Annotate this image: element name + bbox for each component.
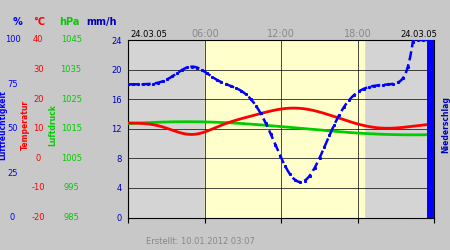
Text: 1025: 1025 — [61, 95, 81, 104]
Text: 40: 40 — [33, 36, 44, 44]
Text: 75: 75 — [7, 80, 18, 89]
Text: 1045: 1045 — [61, 36, 81, 44]
Text: 995: 995 — [63, 184, 79, 192]
Text: 1035: 1035 — [61, 65, 81, 74]
Text: 985: 985 — [63, 213, 79, 222]
Text: Niederschlag: Niederschlag — [441, 96, 450, 154]
Text: 1015: 1015 — [61, 124, 81, 133]
Text: 24.03.05: 24.03.05 — [400, 30, 437, 39]
Text: -10: -10 — [32, 184, 45, 192]
Text: 1005: 1005 — [61, 154, 81, 163]
Text: 30: 30 — [33, 65, 44, 74]
Text: %: % — [12, 17, 22, 27]
Text: Luftdruck: Luftdruck — [49, 104, 58, 146]
Text: 50: 50 — [7, 124, 18, 133]
Text: hPa: hPa — [59, 17, 80, 27]
Text: Erstellt: 10.01.2012 03:07: Erstellt: 10.01.2012 03:07 — [146, 237, 255, 246]
Text: mm/h: mm/h — [86, 17, 117, 27]
Text: 24.03.05: 24.03.05 — [130, 30, 167, 39]
Text: 0: 0 — [10, 213, 15, 222]
Text: -20: -20 — [32, 213, 45, 222]
Text: 0: 0 — [36, 154, 41, 163]
Text: 10: 10 — [33, 124, 44, 133]
Text: 25: 25 — [7, 168, 18, 177]
Text: Luftfeuchtigkeit: Luftfeuchtigkeit — [0, 90, 7, 160]
Text: 20: 20 — [33, 95, 44, 104]
Bar — [205, 40, 364, 218]
Text: °C: °C — [33, 17, 45, 27]
Text: Temperatur: Temperatur — [21, 100, 30, 150]
Text: 100: 100 — [4, 36, 21, 44]
